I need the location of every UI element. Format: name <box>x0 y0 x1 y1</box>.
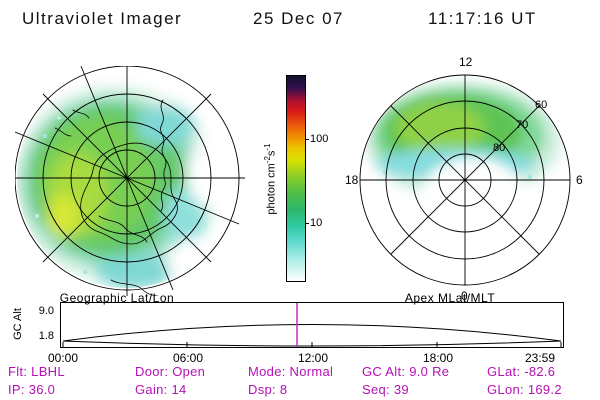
mlt-labels: 12 18 6 0 <box>345 55 583 303</box>
mlat-mlt-grid <box>359 74 571 286</box>
time-label-0000: 00:00 <box>47 351 79 365</box>
colorbar <box>286 75 306 282</box>
header-date: 25 Dec 07 <box>253 9 344 28</box>
status-seq: Seq: 39 <box>362 382 409 397</box>
coastlines <box>54 99 178 296</box>
mlat-label-60: 60 <box>535 99 547 111</box>
colorbar-tick-100 <box>305 139 309 140</box>
time-label-2359: 23:59 <box>524 351 556 365</box>
colorbar-tick-10 <box>305 223 309 224</box>
altitude-plot-frame <box>60 302 564 348</box>
page-title: Ultraviolet Imager <box>22 9 183 28</box>
status-row-1: Flt: LBHL Door: Open Mode: Normal GC Alt… <box>0 364 600 380</box>
alt-panel-ymax: 9.0 <box>38 305 54 317</box>
mlat-label-80: 80 <box>493 142 505 154</box>
colorbar-tick-label-100: 100 <box>310 133 329 145</box>
status-row-2: IP: 36.0 Gain: 14 Dsp: 8 Seq: 39 GLon: 1… <box>0 382 600 398</box>
right-map-caption: Apex MLat/MLT <box>404 291 496 305</box>
altitude-curve <box>62 324 562 347</box>
geographic-polar-image <box>15 66 245 296</box>
altitude-timeline-plot <box>60 302 564 348</box>
colorbar-tick-label-10: 10 <box>310 217 323 229</box>
mlat-label-70: 70 <box>516 119 528 131</box>
time-label-1800: 18:00 <box>422 351 454 365</box>
apex-polar-plot: 12 18 6 0 80 70 60 <box>345 55 583 303</box>
unit-prefix: photon cm <box>265 163 278 215</box>
status-gcalt: GC Alt: 9.0 Re <box>362 364 450 379</box>
status-flt: Flt: LBHL <box>8 364 65 379</box>
mlt-label-0: 0 <box>461 289 468 303</box>
left-map-caption: Geographic Lat/Lon <box>59 291 175 305</box>
speckle-dots-left <box>35 94 208 282</box>
mlt-label-12: 12 <box>459 55 473 69</box>
alt-panel-ymin: 1.8 <box>38 330 54 342</box>
mlt-label-18: 18 <box>345 173 359 187</box>
time-label-0600: 06:00 <box>172 351 204 365</box>
time-ticks <box>62 342 562 347</box>
colorbar-unit-label: photon cm-2s-1 <box>263 119 278 239</box>
unit-exp-2: -2 <box>263 156 272 164</box>
aurora-image-left <box>17 86 235 288</box>
status-glat: GLat: -82.6 <box>487 364 556 379</box>
status-door: Door: Open <box>135 364 206 379</box>
status-dsp: Dsp: 8 <box>248 382 288 397</box>
unit-exp-1: -1 <box>263 143 272 151</box>
aurora-image-right <box>365 82 561 242</box>
status-gain: Gain: 14 <box>135 382 187 397</box>
mlat-labels: 80 70 60 <box>493 99 547 154</box>
mlt-label-6: 6 <box>576 173 583 187</box>
status-mode: Mode: Normal <box>248 364 334 379</box>
lat-lon-grid <box>15 66 245 296</box>
alt-panel-ylabel: GC Alt <box>12 308 24 340</box>
time-label-1200: 12:00 <box>297 351 329 365</box>
header-time: 11:17:16 UT <box>428 9 537 28</box>
status-glon: GLon: 169.2 <box>487 382 562 397</box>
status-ip: IP: 36.0 <box>8 382 56 397</box>
unit-mid: s <box>265 150 278 157</box>
